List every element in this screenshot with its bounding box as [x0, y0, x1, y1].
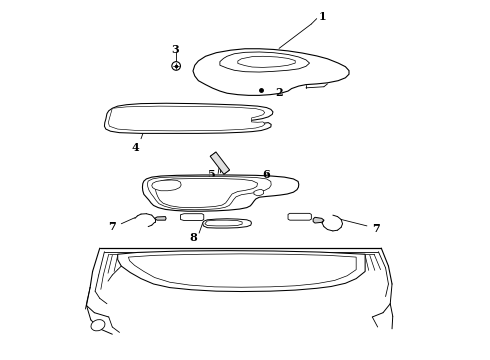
Polygon shape — [180, 214, 204, 221]
Polygon shape — [108, 106, 265, 131]
Polygon shape — [193, 49, 349, 95]
Polygon shape — [205, 220, 242, 226]
Ellipse shape — [91, 320, 105, 331]
Text: 4: 4 — [132, 142, 140, 153]
Text: 3: 3 — [171, 44, 179, 55]
Polygon shape — [104, 103, 273, 134]
Polygon shape — [254, 189, 264, 196]
Polygon shape — [238, 56, 295, 67]
Polygon shape — [152, 180, 181, 191]
Polygon shape — [313, 217, 324, 223]
Text: 2: 2 — [275, 87, 283, 98]
Polygon shape — [143, 175, 299, 211]
Polygon shape — [288, 213, 311, 220]
Polygon shape — [128, 254, 356, 287]
Polygon shape — [155, 179, 258, 208]
Text: 8: 8 — [189, 232, 197, 243]
Polygon shape — [118, 251, 365, 292]
Text: 7: 7 — [108, 221, 116, 232]
Text: 7: 7 — [372, 223, 380, 234]
Polygon shape — [155, 217, 166, 220]
Text: 5: 5 — [207, 169, 215, 180]
Polygon shape — [203, 219, 251, 228]
Polygon shape — [147, 176, 271, 210]
Polygon shape — [220, 52, 310, 72]
Text: 6: 6 — [263, 169, 270, 180]
Text: 1: 1 — [318, 11, 326, 22]
Polygon shape — [210, 152, 230, 174]
